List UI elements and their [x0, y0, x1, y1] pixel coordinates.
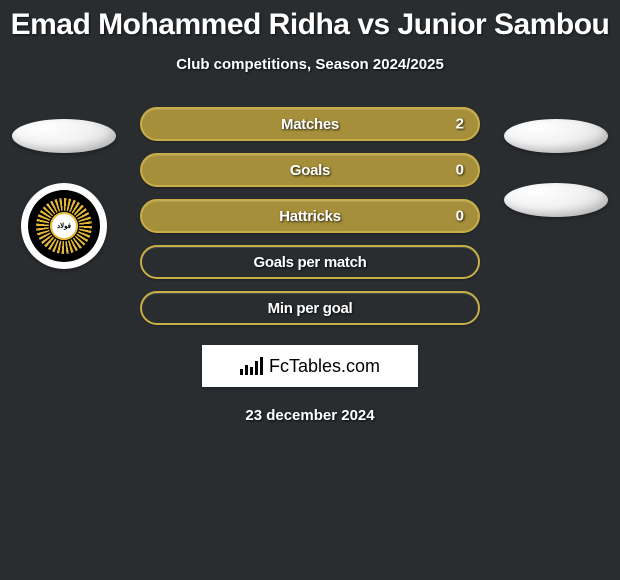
- brand-label: FcTables.com: [269, 356, 380, 377]
- date-line: 23 december 2024: [0, 407, 620, 424]
- right-player-column: [504, 107, 608, 217]
- stat-bar: Goals 0: [140, 153, 480, 187]
- club-badge-inner: فولاد: [28, 190, 100, 262]
- stat-label: Goals: [290, 162, 330, 179]
- page-title: Emad Mohammed Ridha vs Junior Sambou: [0, 8, 620, 42]
- right-club-badge-placeholder: [504, 183, 608, 217]
- stat-label: Min per goal: [268, 300, 353, 317]
- club-badge-sun-icon: فولاد: [36, 198, 92, 254]
- brand-box: FcTables.com: [202, 345, 418, 387]
- right-player-avatar-placeholder: [504, 119, 608, 153]
- stat-bar: Min per goal: [140, 291, 480, 325]
- stat-bar: Hattricks 0: [140, 199, 480, 233]
- stat-value: 0: [456, 208, 464, 225]
- stat-bar: Goals per match: [140, 245, 480, 279]
- club-badge-center: فولاد: [52, 214, 76, 238]
- brand-chart-icon: [240, 357, 263, 375]
- left-club-badge: فولاد: [21, 183, 107, 269]
- main-row: فولاد Matches 2 Goals 0 Hattricks 0 Goals per …: [0, 107, 620, 325]
- stat-label: Goals per match: [253, 254, 366, 271]
- left-player-avatar-placeholder: [12, 119, 116, 153]
- left-player-column: فولاد: [12, 107, 116, 269]
- stat-bars: Matches 2 Goals 0 Hattricks 0 Goals per match M…: [140, 107, 480, 325]
- comparison-infographic: Emad Mohammed Ridha vs Junior Sambou Clu…: [0, 0, 620, 424]
- subtitle: Club competitions, Season 2024/2025: [0, 56, 620, 73]
- stat-label: Matches: [281, 116, 339, 133]
- stat-value: 0: [456, 162, 464, 179]
- stat-bar: Matches 2: [140, 107, 480, 141]
- stat-label: Hattricks: [279, 208, 341, 225]
- stat-value: 2: [456, 116, 464, 133]
